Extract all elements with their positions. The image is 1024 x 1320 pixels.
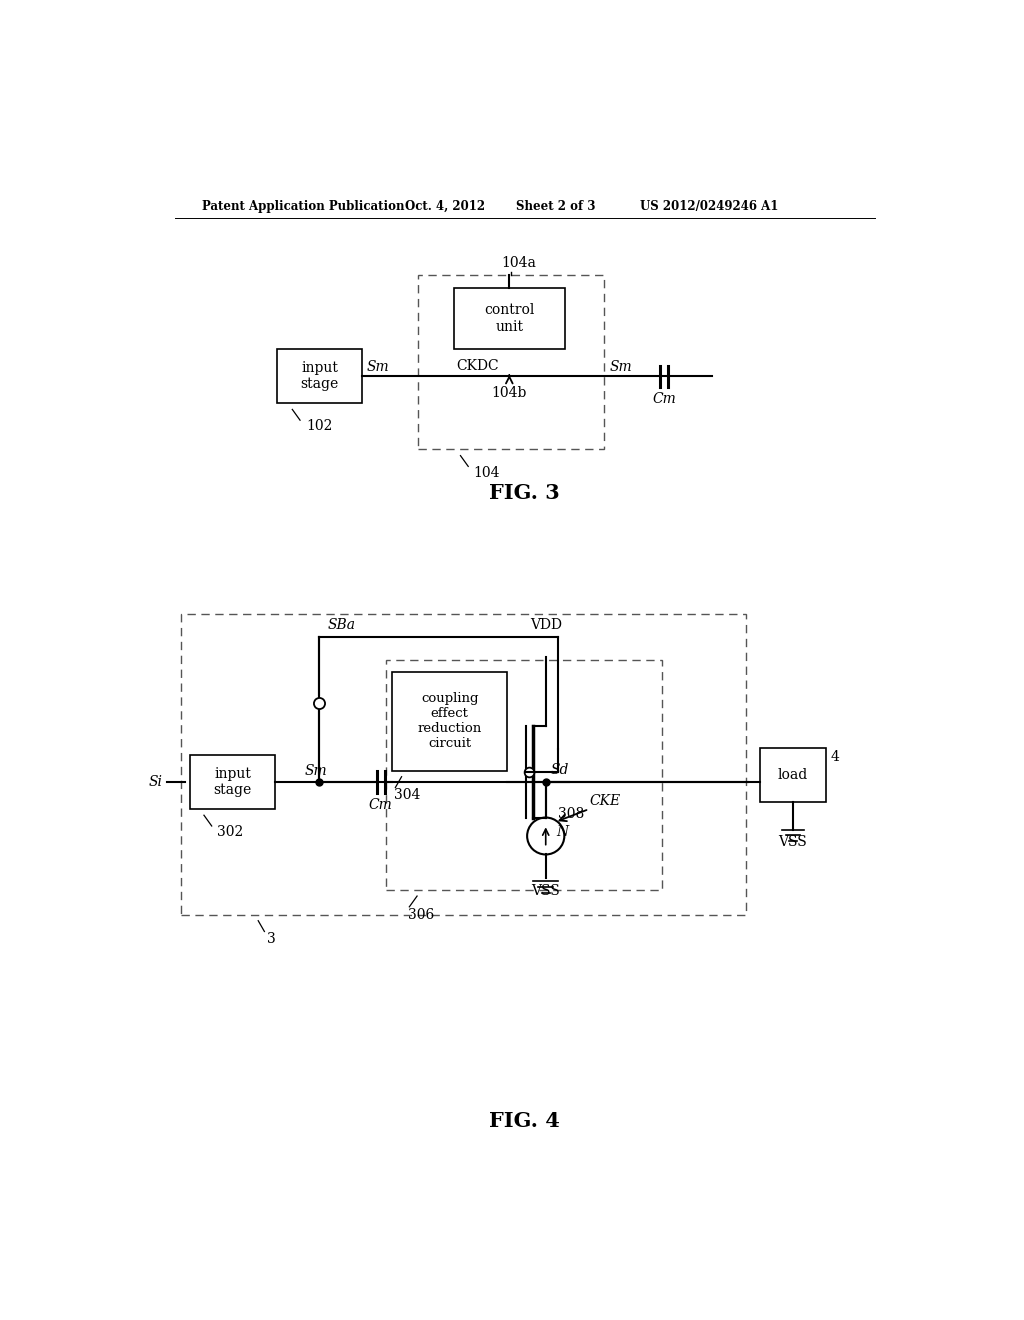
- Bar: [276, 350, 362, 404]
- Text: Cm: Cm: [652, 392, 676, 407]
- Text: load: load: [778, 768, 808, 783]
- Text: coupling
effect
reduction
circuit: coupling effect reduction circuit: [418, 692, 481, 750]
- Text: 104a: 104a: [501, 256, 536, 271]
- Text: VSS: VSS: [531, 884, 560, 899]
- Text: Sheet 2 of 3: Sheet 2 of 3: [515, 199, 595, 213]
- Text: 102: 102: [306, 420, 333, 433]
- Bar: [190, 755, 275, 809]
- Text: 306: 306: [408, 908, 434, 921]
- Text: FIG. 4: FIG. 4: [489, 1111, 560, 1131]
- Text: Si: Si: [148, 775, 163, 789]
- Bar: [418, 276, 604, 449]
- Bar: [386, 660, 662, 890]
- Text: Patent Application Publication: Patent Application Publication: [202, 199, 404, 213]
- Text: control
unit: control unit: [484, 304, 535, 334]
- Text: 104b: 104b: [492, 387, 527, 400]
- Bar: [392, 672, 507, 771]
- Text: 104: 104: [474, 466, 500, 479]
- Text: input
stage: input stage: [213, 767, 252, 797]
- Text: 4: 4: [830, 751, 839, 764]
- Text: 308: 308: [558, 808, 585, 821]
- Bar: [180, 614, 746, 915]
- Bar: [454, 288, 565, 350]
- Text: VDD: VDD: [529, 618, 562, 632]
- Text: Sm: Sm: [367, 360, 389, 374]
- Text: CKDC: CKDC: [457, 359, 500, 374]
- Text: 3: 3: [267, 932, 276, 946]
- Text: 302: 302: [217, 825, 244, 840]
- Bar: [761, 748, 825, 803]
- Text: VSS: VSS: [778, 836, 807, 849]
- Text: Oct. 4, 2012: Oct. 4, 2012: [406, 199, 485, 213]
- Text: 304: 304: [394, 788, 420, 803]
- Text: Sd: Sd: [550, 763, 568, 776]
- Circle shape: [527, 817, 564, 854]
- Text: CKE: CKE: [589, 795, 621, 808]
- Text: N: N: [557, 825, 568, 840]
- Text: SBa: SBa: [328, 618, 356, 632]
- Text: input
stage: input stage: [300, 362, 339, 392]
- Text: US 2012/0249246 A1: US 2012/0249246 A1: [640, 199, 778, 213]
- Text: Sm: Sm: [610, 360, 633, 374]
- Text: FIG. 3: FIG. 3: [489, 483, 560, 503]
- Text: Sm: Sm: [304, 764, 327, 779]
- Text: Cm: Cm: [369, 799, 392, 812]
